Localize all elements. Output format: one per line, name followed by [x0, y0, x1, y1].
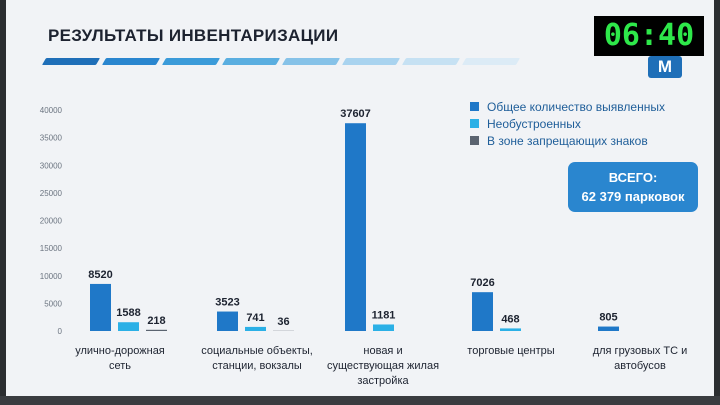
bar-value-label: 8520 [88, 269, 112, 281]
total-label: ВСЕГО: [608, 170, 658, 185]
bar-value-label: 468 [501, 313, 519, 325]
slide-title: РЕЗУЛЬТАТЫ ИНВЕНТАРИЗАЦИИ [48, 26, 339, 45]
legend-label: Общее количество выявленных [487, 99, 665, 114]
legend-item: Общее количество выявленных [470, 98, 665, 115]
category-label: новая и [363, 345, 402, 357]
y-tick-label: 5000 [44, 299, 62, 308]
legend-swatch [470, 119, 479, 128]
legend-label: Необустроенных [487, 116, 581, 131]
category-label: социальные объекты, [201, 345, 313, 357]
y-tick-label: 25000 [40, 189, 63, 198]
chart-legend: Общее количество выявленных Необустроенны… [470, 98, 665, 149]
bar-value-label: 805 [599, 312, 617, 324]
bar [345, 123, 366, 331]
bar [90, 283, 111, 331]
bar [373, 324, 394, 331]
legend-item: Необустроенных [470, 115, 665, 132]
category-label: для грузовых ТС и [593, 345, 688, 357]
y-tick-label: 35000 [40, 134, 63, 143]
category-label: торговые центры [467, 345, 554, 357]
y-tick-label: 10000 [40, 272, 63, 281]
bar [472, 292, 493, 331]
total-value: 62 379 парковок [581, 189, 685, 204]
legend-swatch [470, 102, 479, 111]
bar-value-label: 218 [147, 315, 165, 327]
bar [245, 326, 266, 331]
bar-value-label: 1181 [372, 309, 396, 321]
bar [217, 311, 238, 331]
category-label: сеть [109, 360, 131, 372]
bar-value-label: 1588 [116, 307, 140, 319]
y-tick-label: 15000 [40, 244, 63, 253]
y-tick-label: 20000 [40, 217, 63, 226]
bar-value-label: 7026 [470, 277, 494, 289]
logo-icon: M [648, 56, 682, 78]
category-label: существующая жилая [327, 360, 439, 372]
category-label: улично-дорожная [75, 345, 165, 357]
bar [500, 328, 521, 331]
bar [598, 326, 619, 331]
category-label: станции, вокзалы [212, 360, 302, 372]
legend-item: В зоне запрещающих знаков [470, 132, 665, 149]
y-tick-label: 30000 [40, 161, 63, 170]
category-label: застройка [357, 375, 409, 387]
bar [146, 329, 167, 331]
legend-label: В зоне запрещающих знаков [487, 133, 648, 148]
bar [118, 322, 139, 331]
bar-value-label: 3523 [215, 297, 239, 309]
bar-value-label: 36 [277, 316, 289, 328]
legend-swatch [470, 136, 479, 145]
y-tick-label: 40000 [40, 106, 63, 115]
clock-display: 06:40 [594, 16, 704, 56]
y-tick-label: 0 [58, 327, 63, 336]
bar-value-label: 37607 [340, 108, 371, 120]
bar-value-label: 741 [246, 312, 264, 324]
category-label: автобусов [614, 360, 666, 372]
monitor-bezel [0, 396, 720, 405]
total-badge: ВСЕГО: 62 379 парковок [568, 162, 698, 212]
